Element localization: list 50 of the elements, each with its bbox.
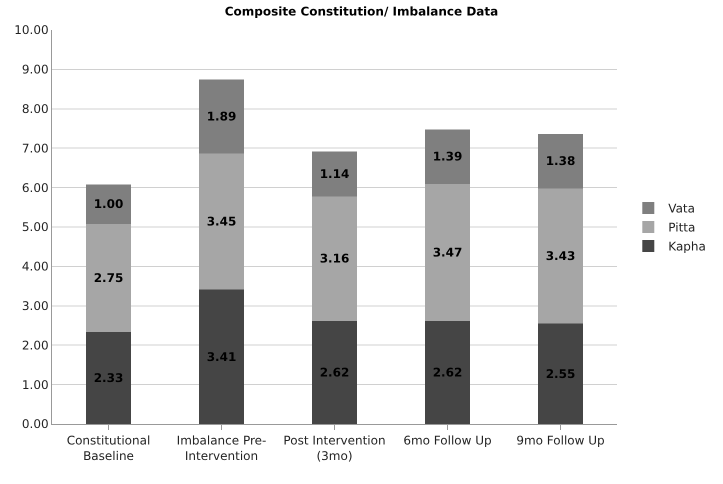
bar bbox=[424, 129, 470, 184]
data-label: 1.38 bbox=[546, 154, 576, 168]
data-label: 2.62 bbox=[432, 365, 462, 380]
bar bbox=[198, 290, 244, 424]
x-tick-label: 6mo Follow Up bbox=[403, 433, 492, 448]
legend-label: Pitta bbox=[668, 220, 696, 235]
data-label: 2.75 bbox=[94, 271, 124, 286]
bar bbox=[312, 196, 358, 321]
data-label: 1.14 bbox=[320, 166, 350, 181]
bar bbox=[538, 324, 584, 424]
bar bbox=[86, 224, 132, 332]
bar bbox=[538, 134, 584, 188]
y-tick-label: 8.00 bbox=[22, 102, 49, 116]
data-label: 1.39 bbox=[432, 150, 462, 164]
data-label: 3.16 bbox=[320, 252, 350, 266]
y-tick-label: 9.00 bbox=[22, 62, 49, 77]
data-label: 2.55 bbox=[546, 366, 576, 381]
bar bbox=[198, 154, 244, 290]
bar bbox=[86, 332, 132, 424]
x-tick-label: Constitutional Baseline bbox=[66, 433, 150, 463]
x-tick-label: 9mo Follow Up bbox=[516, 433, 605, 448]
y-tick-label: 6.00 bbox=[22, 180, 49, 195]
data-label: 3.47 bbox=[432, 245, 462, 260]
x-tick-label: Post Intervention (3mo) bbox=[283, 433, 386, 463]
bar bbox=[312, 320, 358, 424]
bar bbox=[86, 184, 132, 224]
data-label: 3.45 bbox=[206, 214, 236, 229]
bar bbox=[424, 184, 470, 321]
data-label: 2.62 bbox=[320, 365, 350, 380]
bar bbox=[198, 79, 244, 154]
chart-title: Composite Constitution/ Imbalance Data bbox=[224, 4, 498, 19]
x-tick-label: Imbalance Pre-Intervention bbox=[176, 433, 266, 463]
y-tick-label: 4.00 bbox=[22, 260, 49, 274]
y-tick-label: 3.00 bbox=[22, 299, 49, 313]
y-tick-label: 1.00 bbox=[22, 378, 49, 392]
bar bbox=[538, 188, 584, 324]
y-tick-label: 10.00 bbox=[14, 23, 49, 38]
data-label: 1.89 bbox=[206, 109, 236, 124]
y-tick-label: 2.00 bbox=[22, 338, 49, 352]
bar bbox=[312, 151, 358, 196]
data-label: 1.00 bbox=[94, 197, 124, 212]
data-label: 2.33 bbox=[94, 371, 124, 386]
bar bbox=[424, 320, 470, 424]
data-label: 3.41 bbox=[206, 350, 236, 364]
legend-label: Vata bbox=[668, 202, 696, 216]
y-tick-label: 5.00 bbox=[22, 220, 49, 234]
legend-label: Kapha bbox=[668, 240, 706, 254]
y-tick-label: 7.00 bbox=[22, 141, 49, 156]
y-tick-label: 0.00 bbox=[22, 417, 49, 432]
data-label: 3.43 bbox=[546, 248, 576, 263]
